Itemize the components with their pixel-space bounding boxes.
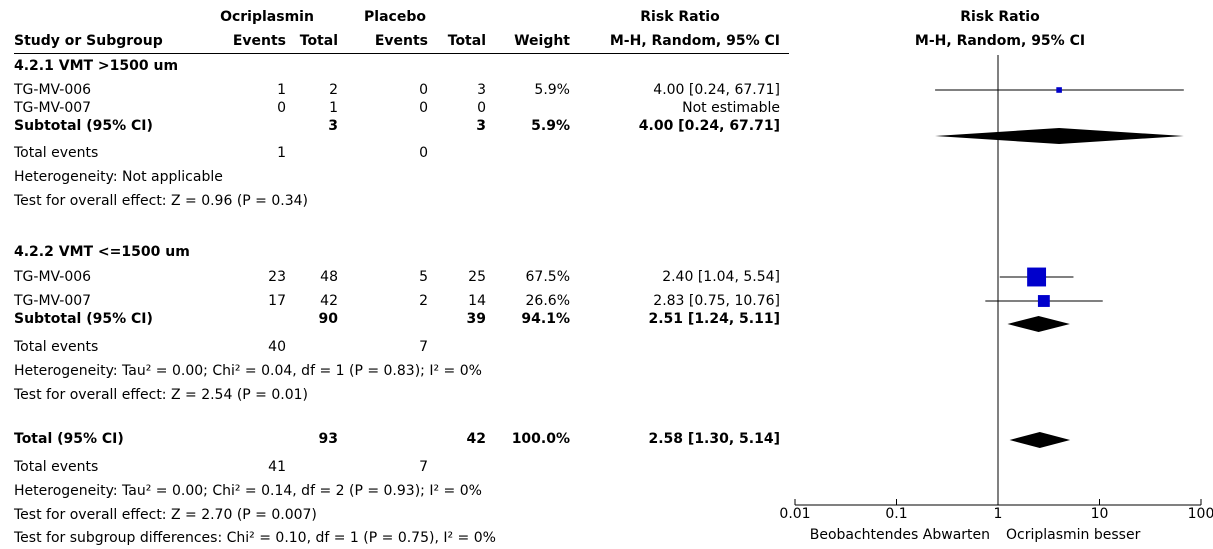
study-name: TG-MV-007 (14, 100, 92, 116)
study-ci: Not estimable (682, 100, 780, 116)
study-total2: 14 (468, 293, 486, 309)
study-total2: 25 (468, 269, 486, 285)
axis-left-label: Beobachtendes Abwarten (810, 527, 990, 543)
total-events1: 41 (268, 459, 286, 475)
total-events2: 0 (419, 145, 428, 161)
total-events2: 7 (419, 339, 428, 355)
col-events2-header: Events (374, 33, 428, 49)
col-total1-header: Total (299, 33, 338, 49)
overall-effect-text: Test for overall effect: Z = 2.54 (P = 0… (14, 387, 308, 403)
study-events1: 17 (268, 293, 286, 309)
study-ci: 4.00 [0.24, 67.71] (653, 82, 780, 98)
subtotal-ci: 4.00 [0.24, 67.71] (638, 118, 780, 134)
total-events-label: Total events (14, 459, 99, 475)
x-axis-tick-label: 10 (1091, 506, 1109, 522)
group1-header: Ocriplasmin (220, 9, 314, 25)
study-events2: 5 (419, 269, 428, 285)
pooled-estimate-diamond (1007, 316, 1070, 332)
subtotal-weight: 5.9% (531, 118, 570, 134)
total-events2: 7 (419, 459, 428, 475)
group2-header: Placebo (364, 9, 426, 25)
study-ci: 2.83 [0.75, 10.76] (653, 293, 780, 309)
study-weight: 26.6% (525, 293, 570, 309)
subtotal-weight: 94.1% (521, 311, 570, 327)
study-estimate-marker (1037, 295, 1050, 307)
study-name: TG-MV-006 (14, 269, 92, 285)
col-weight-header: Weight (514, 33, 570, 49)
study-total1: 1 (329, 100, 338, 116)
study-name: TG-MV-007 (14, 293, 92, 309)
heterogeneity-text: Heterogeneity: Tau² = 0.00; Chi² = 0.14,… (14, 483, 482, 499)
pooled-estimate-diamond (935, 128, 1184, 144)
total-label: Total (95% CI) (14, 431, 124, 447)
subgroup-title: 4.2.2 VMT <=1500 um (14, 244, 190, 260)
study-events1: 0 (277, 100, 286, 116)
x-axis-tick-label: 100 (1188, 506, 1213, 522)
total-events1: 1 (277, 145, 286, 161)
study-estimate-marker (1056, 87, 1062, 93)
subtotal-total1: 3 (328, 118, 338, 134)
total-total1: 93 (318, 431, 338, 447)
subgroup-differences-text: Test for subgroup differences: Chi² = 0.… (14, 530, 496, 546)
col-events1-header: Events (232, 33, 286, 49)
study-name: TG-MV-006 (14, 82, 92, 98)
subtotal-total1: 90 (318, 311, 338, 327)
total-ci: 2.58 [1.30, 5.14] (648, 431, 781, 447)
total-events1: 40 (268, 339, 286, 355)
heterogeneity-text: Heterogeneity: Not applicable (14, 169, 223, 185)
subgroup-title: 4.2.1 VMT >1500 um (14, 58, 179, 74)
study-total1: 48 (320, 269, 338, 285)
x-axis-tick-label: 1 (994, 506, 1003, 522)
total-total2: 42 (466, 431, 486, 447)
subtotal-total2: 3 (476, 118, 486, 134)
study-estimate-marker (1027, 267, 1047, 287)
heterogeneity-text: Heterogeneity: Tau² = 0.00; Chi² = 0.04,… (14, 363, 482, 379)
pooled-estimate-diamond (1009, 432, 1071, 448)
study-events2: 0 (419, 100, 428, 116)
overall-effect-text: Test for overall effect: Z = 2.70 (P = 0… (14, 507, 317, 523)
study-events2: 2 (419, 293, 428, 309)
plot-title: Risk Ratio (960, 9, 1040, 25)
study-total2: 3 (477, 82, 486, 98)
study-events1: 1 (277, 82, 286, 98)
study-weight: 5.9% (534, 82, 570, 98)
study-ci: 2.40 [1.04, 5.54] (662, 269, 780, 285)
subtotal-label: Subtotal (95% CI) (14, 118, 153, 134)
study-total2: 0 (477, 100, 486, 116)
subtotal-label: Subtotal (95% CI) (14, 311, 153, 327)
total-weight: 100.0% (511, 431, 570, 447)
x-axis-tick-label: 0.01 (779, 506, 810, 522)
x-axis-tick-label: 0.1 (885, 506, 907, 522)
subtotal-ci: 2.51 [1.24, 5.11] (648, 311, 781, 327)
axis-right-label: Ocriplasmin besser (1006, 527, 1141, 543)
col-total2-header: Total (447, 33, 486, 49)
study-total1: 2 (329, 82, 338, 98)
col-study-header: Study or Subgroup (14, 33, 163, 49)
subtotal-total2: 39 (466, 311, 486, 327)
header-divider (14, 53, 789, 54)
overall-effect-text: Test for overall effect: Z = 0.96 (P = 0… (14, 193, 308, 209)
plot-method-header: M-H, Random, 95% CI (914, 33, 1086, 49)
total-events-label: Total events (14, 145, 99, 161)
study-weight: 67.5% (525, 269, 570, 285)
col-method-header: M-H, Random, 95% CI (609, 33, 780, 49)
study-events1: 23 (268, 269, 286, 285)
study-total1: 42 (320, 293, 338, 309)
study-events2: 0 (419, 82, 428, 98)
effect-title: Risk Ratio (640, 9, 720, 25)
total-events-label: Total events (14, 339, 99, 355)
